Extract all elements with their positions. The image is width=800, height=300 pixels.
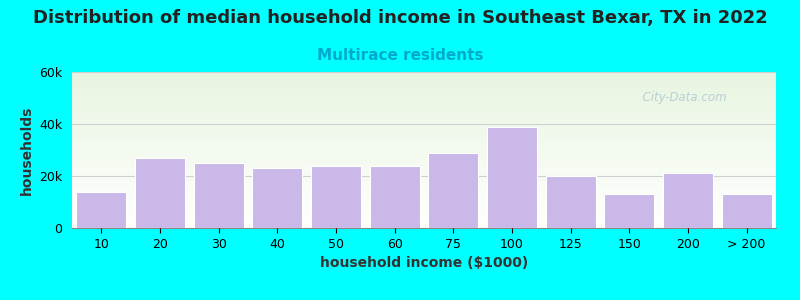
Bar — [194, 163, 243, 228]
Text: Multirace residents: Multirace residents — [317, 48, 483, 63]
Y-axis label: households: households — [19, 105, 34, 195]
Text: City-Data.com: City-Data.com — [635, 91, 727, 104]
Bar — [370, 166, 419, 228]
Bar — [429, 153, 478, 228]
Bar — [253, 168, 302, 228]
Bar — [77, 192, 126, 228]
Bar — [722, 194, 771, 228]
Bar — [663, 173, 713, 228]
X-axis label: household income ($1000): household income ($1000) — [320, 256, 528, 270]
Text: Distribution of median household income in Southeast Bexar, TX in 2022: Distribution of median household income … — [33, 9, 767, 27]
Bar — [605, 194, 654, 228]
Bar — [135, 158, 185, 228]
Bar — [487, 127, 537, 228]
Bar — [546, 176, 595, 228]
Bar — [311, 166, 361, 228]
